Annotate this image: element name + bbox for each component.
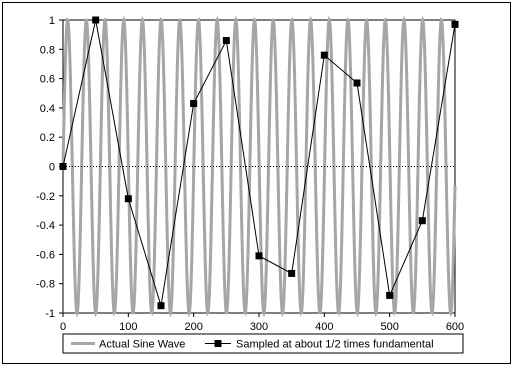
sampled-data-point — [222, 37, 230, 45]
chart-svg: -1 -0.8 -0.6 -0.4 -0.2 0 0.2 0.4 0.6 0.8 1 0 100 200 3… — [36, 15, 464, 354]
y-tick-label: -0.2 — [36, 191, 55, 203]
x-tick-label: 100 — [119, 321, 137, 333]
sampled-data-point — [92, 16, 100, 24]
y-tick-label: -0.6 — [36, 249, 55, 261]
sampled-data-point — [353, 79, 361, 87]
legend-label-actual-sine-wave: Actual Sine Wave — [99, 339, 185, 351]
series-actual-sine-wave-line — [61, 15, 457, 318]
y-tick-label: 0 — [49, 162, 55, 174]
legend-label-sampled: Sampled at about 1/2 times fundamental — [236, 339, 434, 351]
legend-swatch-sampled-marker — [214, 340, 222, 347]
x-tick-label: 600 — [446, 321, 464, 333]
sampled-data-point — [157, 302, 165, 310]
x-tick-label: 500 — [380, 321, 398, 333]
chart-frame: -1 -0.8 -0.6 -0.4 -0.2 0 0.2 0.4 0.6 0.8 1 0 100 200 3… — [2, 2, 511, 364]
sampled-data-point — [288, 269, 296, 277]
sampled-data-point — [124, 195, 132, 203]
y-tick-label: 0.4 — [40, 103, 55, 115]
y-tick-label: -0.8 — [36, 279, 55, 291]
x-tick-label: 300 — [250, 321, 268, 333]
y-tick-label: 0.8 — [40, 44, 55, 56]
y-tick-label: 0.2 — [40, 132, 55, 144]
y-tick-label: 0.6 — [40, 74, 55, 86]
sampled-data-point — [255, 252, 263, 260]
sampled-data-point — [59, 163, 67, 170]
x-tick-label: 200 — [184, 321, 202, 333]
sampled-data-point — [386, 291, 394, 299]
legend-box — [62, 333, 464, 354]
x-tick-label: 400 — [315, 321, 333, 333]
sampled-data-point — [418, 217, 426, 225]
x-tick-label: 0 — [60, 321, 66, 333]
sampled-data-point — [451, 20, 459, 28]
sampled-data-point — [320, 51, 328, 59]
y-tick-label: -0.4 — [36, 220, 55, 232]
y-tick-label: -1 — [45, 308, 55, 320]
y-tick-label: 1 — [49, 15, 55, 27]
sampled-data-point — [190, 100, 198, 108]
